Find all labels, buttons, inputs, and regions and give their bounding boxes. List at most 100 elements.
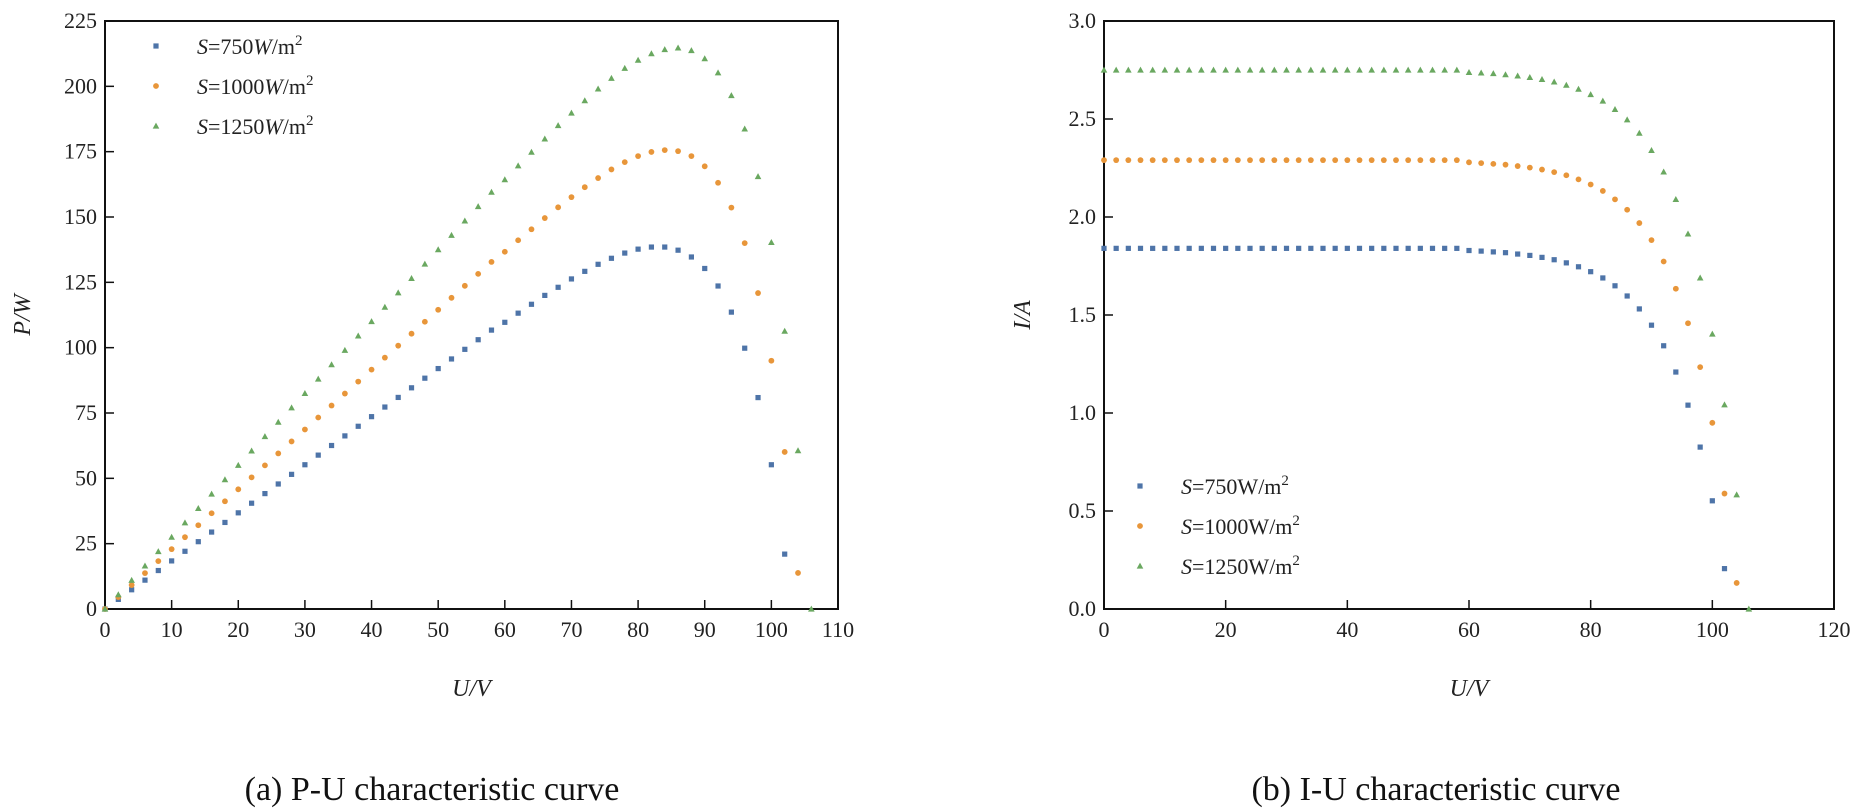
data-point <box>1271 66 1278 73</box>
data-point <box>1307 157 1314 164</box>
data-point <box>129 587 135 593</box>
legend-label-part: 2 <box>1292 553 1300 569</box>
series-0 <box>102 244 788 612</box>
data-point <box>635 246 641 252</box>
data-point <box>1185 66 1193 73</box>
data-point <box>234 461 242 468</box>
data-point <box>1417 245 1423 251</box>
legend-label-part: W <box>264 74 284 99</box>
data-point <box>568 109 575 116</box>
data-point <box>248 447 255 454</box>
x-tick-label: 120 <box>1818 617 1851 642</box>
data-point <box>408 385 415 391</box>
data-point <box>1550 78 1558 85</box>
series-1 <box>1101 157 1740 586</box>
y-tick-label: 0 <box>86 596 97 621</box>
data-point <box>715 283 721 289</box>
data-point <box>448 356 455 362</box>
data-point <box>1173 66 1181 73</box>
data-point <box>1368 157 1375 164</box>
data-point <box>1417 66 1424 73</box>
data-point <box>1112 66 1120 73</box>
legend-label-part: =1000 <box>208 74 264 99</box>
data-point <box>1259 245 1265 251</box>
data-point <box>648 50 655 57</box>
legend-marker <box>153 43 159 49</box>
data-point <box>1478 160 1485 167</box>
data-point <box>328 361 335 368</box>
data-point <box>1368 66 1375 73</box>
data-point <box>155 558 162 565</box>
data-point <box>1527 252 1533 259</box>
data-point <box>434 246 442 253</box>
data-point <box>1429 245 1436 251</box>
data-point <box>1636 220 1643 226</box>
y-tick-label: 0.5 <box>1069 498 1097 523</box>
data-point <box>355 423 361 429</box>
data-point <box>515 237 522 244</box>
legend-label: S=1000W/m2 <box>1181 513 1300 539</box>
data-point <box>502 319 508 325</box>
data-point <box>555 204 562 211</box>
data-point <box>195 539 201 545</box>
x-tick-label: 0 <box>1099 617 1110 642</box>
data-point <box>249 500 255 506</box>
y-tick-label: 0.0 <box>1069 596 1097 621</box>
data-point <box>1356 66 1363 73</box>
data-point <box>528 226 535 233</box>
x-tick-label: 80 <box>1580 617 1602 642</box>
data-point <box>1636 129 1643 136</box>
data-point <box>1477 69 1485 76</box>
data-point <box>1234 157 1241 164</box>
x-axis-label: U/V <box>1450 676 1491 702</box>
data-point <box>194 504 202 511</box>
data-point <box>542 292 548 298</box>
legend-marker <box>153 83 159 89</box>
data-point <box>795 570 801 576</box>
data-point <box>421 318 428 325</box>
iu-chart: 0 20 40 60 80 100 120 0.0 0.5 1.0 1.5 2.0 2.5 3.0 U/V I… <box>1010 8 1851 702</box>
data-point <box>1648 322 1655 328</box>
data-point <box>1417 157 1424 164</box>
data-point <box>448 231 455 238</box>
data-point <box>1721 566 1728 572</box>
data-point <box>235 486 242 493</box>
data-point <box>222 498 228 505</box>
data-point <box>475 337 481 343</box>
data-point <box>181 519 189 526</box>
data-point <box>715 179 721 186</box>
data-point <box>1612 283 1618 289</box>
series-1 <box>102 147 801 612</box>
data-point <box>1380 66 1388 73</box>
data-point <box>1648 237 1655 244</box>
legend-label: S=750W/m2 <box>1181 473 1289 499</box>
legend-label-part: /m <box>1269 514 1292 539</box>
data-point <box>1600 275 1606 281</box>
data-point <box>1551 169 1558 176</box>
data-point <box>1296 245 1302 251</box>
data-point <box>142 570 148 576</box>
data-point <box>1490 160 1497 167</box>
data-point <box>1709 498 1715 504</box>
x-tick-label: 80 <box>627 617 649 642</box>
data-point <box>1454 245 1460 251</box>
data-point <box>1502 71 1509 78</box>
data-point <box>1235 245 1241 251</box>
data-point <box>555 284 561 290</box>
data-point <box>1161 66 1169 73</box>
legend-label: S=1250W/m2 <box>1181 553 1300 579</box>
data-point <box>1429 66 1436 73</box>
data-point <box>1137 157 1144 164</box>
data-point <box>1502 161 1509 168</box>
data-point <box>782 551 788 557</box>
data-point <box>1696 274 1704 281</box>
data-point <box>208 510 215 517</box>
data-point <box>1599 188 1606 194</box>
data-point <box>1575 264 1582 270</box>
data-point <box>515 310 521 316</box>
data-point <box>1283 157 1290 164</box>
data-point <box>608 166 615 173</box>
data-point <box>248 474 255 481</box>
data-point <box>262 462 268 469</box>
x-tick-label: 90 <box>694 617 716 642</box>
